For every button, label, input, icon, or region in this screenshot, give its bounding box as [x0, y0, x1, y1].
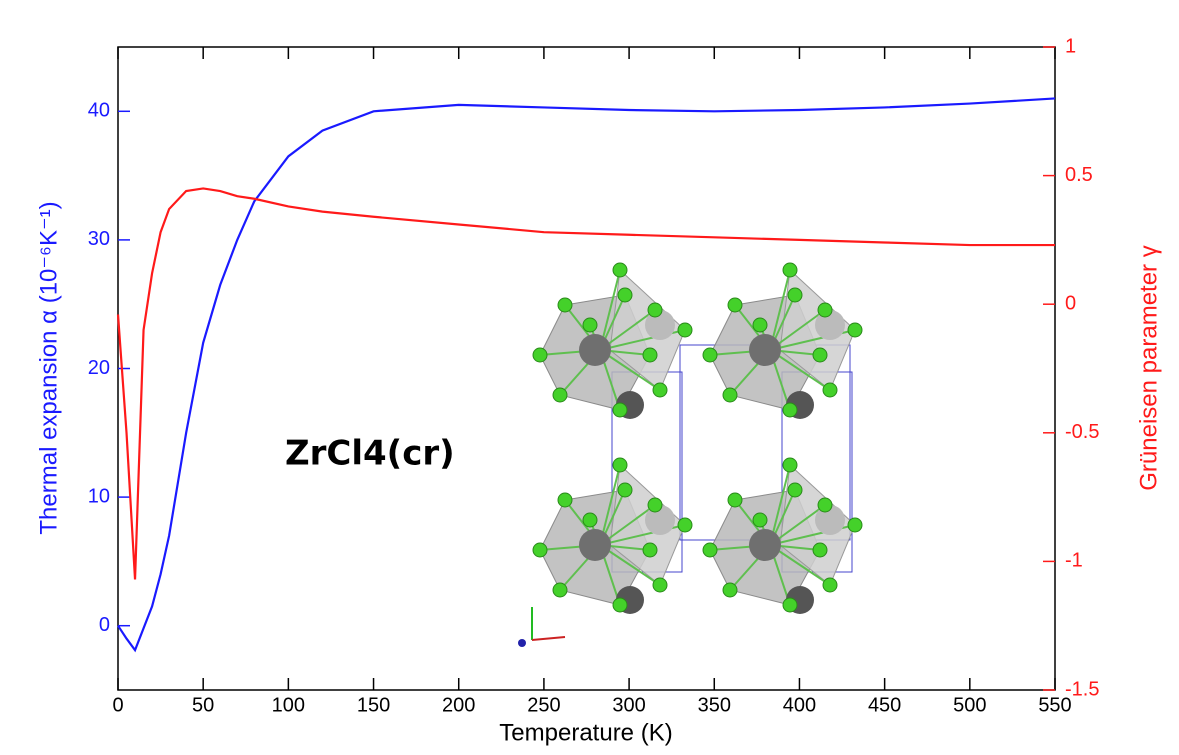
y2-tick-label: -0.5	[1065, 421, 1099, 443]
y-tick-label: 0	[99, 614, 110, 636]
axis-icon	[532, 637, 565, 640]
cl-atom	[533, 543, 547, 557]
x-axis-label: Temperature (K)	[499, 719, 672, 746]
annotation: ZrCl4(cr)	[285, 434, 455, 474]
x-tick-label: 500	[953, 694, 986, 716]
cl-atom	[703, 543, 717, 557]
cl-atom	[553, 388, 567, 402]
cl-atom	[783, 263, 797, 277]
x-tick-label: 200	[442, 694, 475, 716]
cl-atom	[783, 403, 797, 417]
cl-atom	[558, 298, 572, 312]
x-tick-label: 50	[192, 694, 214, 716]
cl-atom	[813, 348, 827, 362]
crystal-structure	[518, 263, 862, 647]
cl-atom	[753, 513, 767, 527]
cl-atom	[723, 583, 737, 597]
y-tick-label: 10	[88, 485, 110, 507]
cl-atom	[818, 498, 832, 512]
x-tick-label: 450	[868, 694, 901, 716]
y2-tick-label: 0	[1065, 292, 1076, 314]
cl-atom	[823, 578, 837, 592]
cl-atom	[583, 513, 597, 527]
cl-atom	[618, 288, 632, 302]
zr-atom	[579, 529, 611, 561]
cl-atom	[613, 403, 627, 417]
cl-atom	[648, 498, 662, 512]
cl-atom	[533, 348, 547, 362]
y-tick-label: 30	[88, 228, 110, 250]
zr-atom	[749, 529, 781, 561]
cl-atom	[653, 383, 667, 397]
x-tick-label: 0	[112, 694, 123, 716]
cl-atom	[613, 458, 627, 472]
x-tick-label: 300	[612, 694, 645, 716]
cl-atom	[558, 493, 572, 507]
cl-atom	[723, 388, 737, 402]
y2-tick-label: -1.5	[1065, 678, 1099, 700]
cl-atom	[653, 578, 667, 592]
y2-axis-label: Grüneisen parameter γ	[1135, 245, 1162, 490]
y2-tick-label: 1	[1065, 35, 1076, 57]
cl-atom	[553, 583, 567, 597]
y-axis-label: Thermal expansion α (10⁻⁶K⁻¹)	[35, 201, 62, 534]
cl-atom	[788, 288, 802, 302]
cl-atom	[728, 298, 742, 312]
cl-atom	[703, 348, 717, 362]
cl-atom	[583, 318, 597, 332]
x-tick-label: 400	[783, 694, 816, 716]
cl-atom	[848, 518, 862, 532]
y-tick-label: 40	[88, 100, 110, 122]
y-tick-label: 20	[88, 357, 110, 379]
x-tick-label: 250	[527, 694, 560, 716]
cl-atom	[823, 383, 837, 397]
cl-atom	[678, 323, 692, 337]
cl-atom	[813, 543, 827, 557]
cl-atom	[613, 263, 627, 277]
x-tick-label: 150	[357, 694, 390, 716]
cl-atom	[678, 518, 692, 532]
chart: ZrCl4(cr) Temperature (K) Thermal expans…	[0, 0, 1179, 755]
cl-atom	[848, 323, 862, 337]
cl-atom	[618, 483, 632, 497]
cl-atom	[783, 598, 797, 612]
cl-atom	[788, 483, 802, 497]
axis-icon	[518, 639, 526, 647]
zr-atom	[579, 334, 611, 366]
zr-atom	[749, 334, 781, 366]
cl-atom	[643, 348, 657, 362]
x-tick-label: 350	[698, 694, 731, 716]
cl-atom	[818, 303, 832, 317]
y2-tick-label: -1	[1065, 550, 1083, 572]
cl-atom	[613, 598, 627, 612]
x-tick-label: 100	[272, 694, 305, 716]
cl-atom	[648, 303, 662, 317]
cl-atom	[643, 543, 657, 557]
cl-atom	[753, 318, 767, 332]
cl-atom	[783, 458, 797, 472]
cl-atom	[728, 493, 742, 507]
y2-tick-label: 0.5	[1065, 164, 1093, 186]
